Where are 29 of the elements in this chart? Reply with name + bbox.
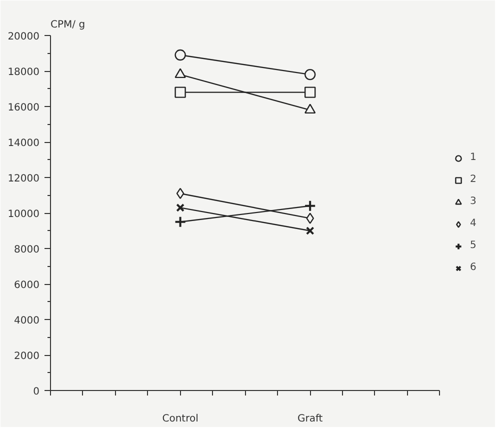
y-tick-label: 6000 <box>14 280 40 291</box>
y-tick-label: 10000 <box>8 209 40 220</box>
y-tick-label: 16000 <box>8 102 40 114</box>
y-tick-label: 14000 <box>8 138 40 149</box>
point <box>176 203 184 212</box>
y-tick-label: 0 <box>33 386 40 398</box>
point <box>304 68 316 80</box>
point <box>174 49 186 61</box>
y-axis-title: CPM/ g <box>50 20 86 30</box>
y-tick-label: 12000 <box>8 174 40 184</box>
legend-label: 4 <box>470 218 478 229</box>
point <box>174 216 186 228</box>
legend-label: 1 <box>470 152 478 163</box>
y-tick-label: 2000 <box>14 351 40 362</box>
point <box>306 226 314 235</box>
y-tick-label: 20000 <box>8 32 40 42</box>
point <box>306 212 314 224</box>
legend-label: 3 <box>470 196 478 207</box>
legend-label: 5 <box>470 240 478 251</box>
point <box>174 86 186 98</box>
legend-label: 6 <box>470 262 478 273</box>
x-tick-label: Control <box>162 414 198 424</box>
y-tick-label: 18000 <box>8 67 40 78</box>
legend-label: 2 <box>470 174 478 185</box>
point <box>304 86 316 98</box>
y-tick-label: 8000 <box>14 244 40 256</box>
point <box>304 200 316 212</box>
x-tick-label: Graft <box>297 414 323 424</box>
y-tick-label: 4000 <box>14 316 40 326</box>
